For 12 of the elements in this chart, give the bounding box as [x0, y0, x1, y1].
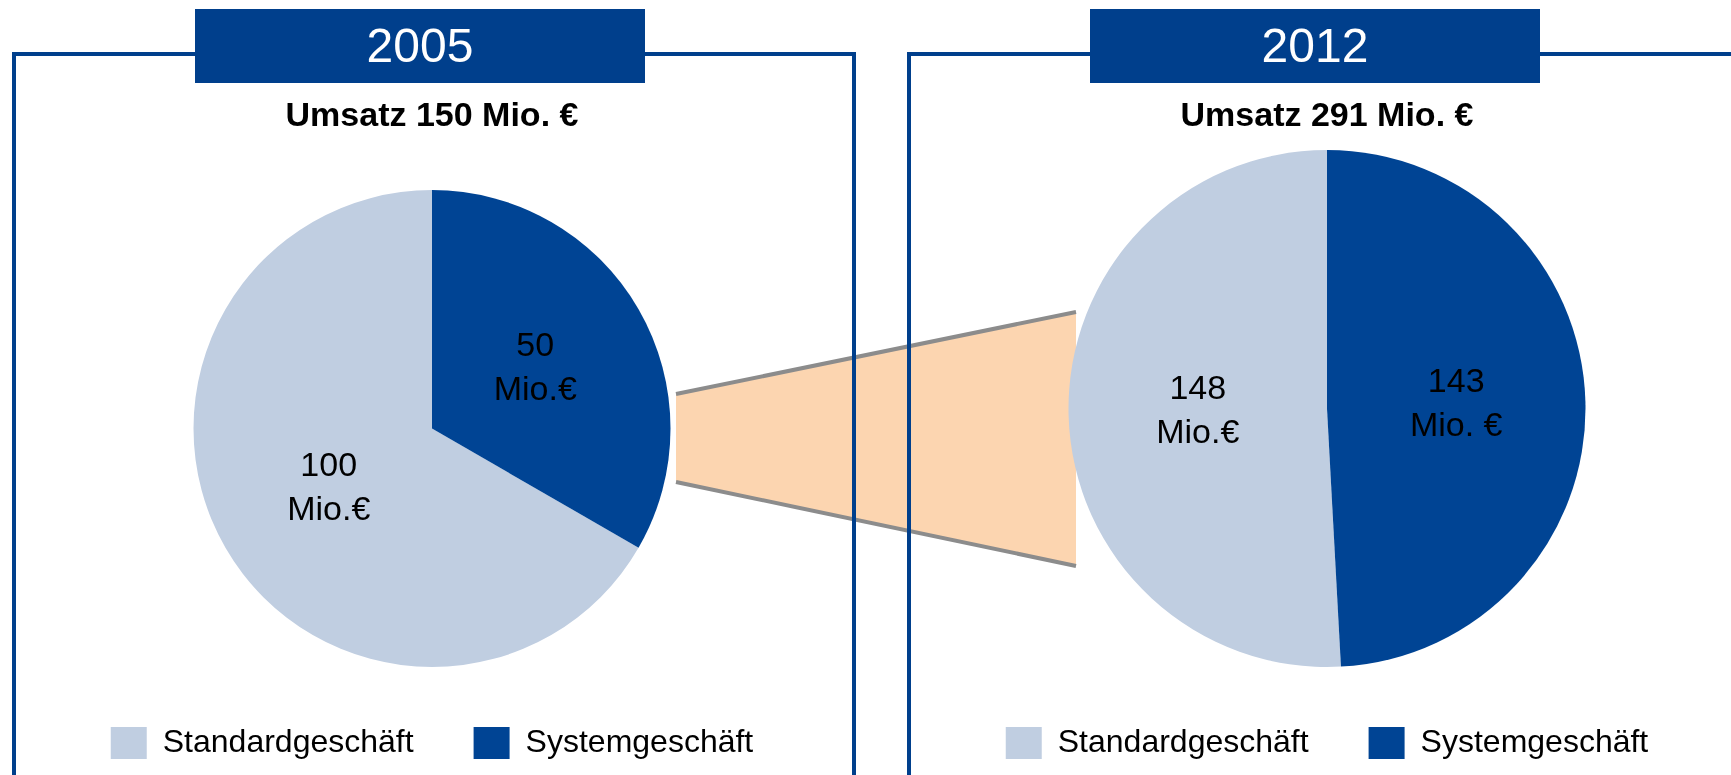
data-label: 148 Mio.€ [1156, 368, 1240, 451]
chart-subtitle: Umsatz 150 Mio. € [284, 95, 580, 134]
data-label: 50 Mio.€ [493, 325, 577, 408]
chart-subtitle: Umsatz 291 Mio. € [1179, 95, 1475, 134]
legend-label: Standardgeschäft [162, 722, 414, 759]
chart-title: 2005 [195, 9, 645, 83]
data-label: 143 Mio. € [1409, 361, 1503, 444]
legend-label: Systemgeschäft [1420, 722, 1649, 759]
data-label: 100 Mio.€ [287, 444, 371, 527]
legend-label: Systemgeschäft [525, 722, 754, 759]
chart-title: 2012 [1090, 9, 1540, 83]
legend-label: Standardgeschäft [1057, 722, 1309, 759]
